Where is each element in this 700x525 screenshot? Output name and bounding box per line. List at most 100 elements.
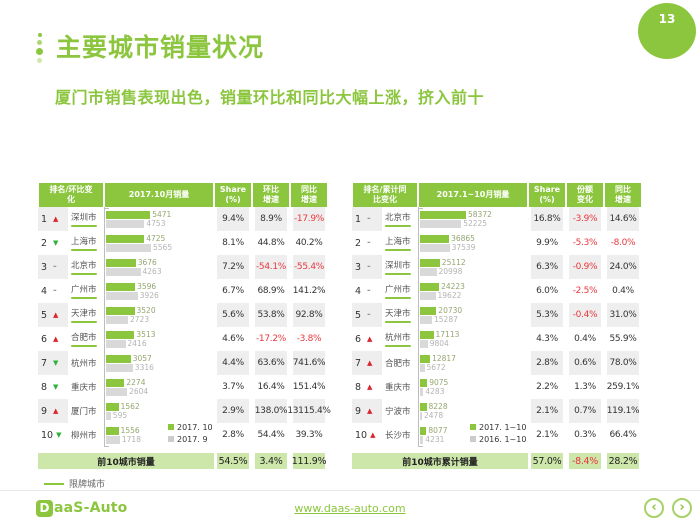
rank-cell: 6 ▲ [38, 327, 68, 351]
col4-value: 0.3% [574, 430, 596, 440]
col5-value: 78.0% [604, 351, 642, 375]
bar-previous-value: 4283 [425, 386, 445, 396]
rank-cell: 8 ▼ [38, 375, 68, 399]
city-name: 广州市 [385, 285, 411, 295]
rank-up-icon: ▲ [53, 310, 59, 319]
share-value: 7.2% [214, 255, 252, 279]
bar-previous-value: 2723 [130, 314, 150, 324]
rank-cell: 1 - [352, 207, 382, 231]
restricted-underline [71, 297, 97, 299]
slide-navigation: ‹ › [644, 498, 692, 518]
col5-value: 0.4% [612, 286, 634, 296]
rank-down-icon: ▼ [56, 430, 62, 439]
bar-current [420, 330, 434, 339]
bar-previous-value: 4753 [146, 218, 166, 228]
bar-previous-value: 3926 [139, 290, 159, 300]
col4-value: 138.0% [252, 399, 290, 423]
rank-up-icon: ▲ [367, 382, 373, 391]
col4-value: -5.3% [572, 238, 598, 248]
bar-current-value: 3057 [132, 353, 152, 363]
col4-value: 44.8% [257, 238, 285, 248]
bar-current [106, 210, 151, 219]
rank-number: 2 [355, 237, 362, 249]
bar-chart-cell: 8228 2478 [418, 399, 528, 423]
rank-number: 4 [355, 285, 362, 297]
table-row: 8 ▲ 重庆市 9075 4283 2.2% 1.3% 259.1% [352, 375, 642, 399]
restricted-underline [385, 297, 411, 299]
previous-slide-button[interactable]: ‹ [644, 498, 664, 518]
restricted-underline [385, 345, 411, 347]
city-cell: 上海市 [68, 235, 104, 251]
bar-current-value: 8228 [428, 401, 448, 411]
bar-previous [106, 435, 120, 444]
city-cell: 合肥市 [382, 357, 418, 369]
share-value: 4.3% [536, 334, 558, 344]
bar-previous [106, 267, 141, 276]
next-slide-button[interactable]: › [672, 498, 692, 518]
col4-value: 68.9% [257, 286, 285, 296]
share-value: 9.9% [536, 238, 558, 248]
bar-current [420, 354, 431, 363]
table-row: 5 ▲ 天津市 3520 2723 5.6% 53.8% 92.8% [38, 303, 328, 327]
column-header-share: Share (%) [528, 183, 566, 207]
restricted-underline [385, 273, 411, 275]
column-header-share-change: 份额 变化 [566, 183, 604, 207]
page-subtitle: 厦门市销售表现出色，销量环比和同比大幅上涨，挤入前十 [55, 88, 485, 107]
restricted-underline [385, 225, 411, 227]
rank-cell: 9 ▲ [352, 399, 382, 423]
chart-legend: 2017. 1~10 2016. 1~10 [470, 422, 526, 444]
restricted-underline [71, 273, 97, 275]
rank-down-icon: ▼ [53, 238, 59, 247]
bar-previous-value: 2478 [424, 410, 444, 420]
bar-current-value: 9075 [429, 377, 449, 387]
share-value: 6.0% [536, 286, 558, 296]
rank-cell: 8 ▲ [352, 375, 382, 399]
col4-value: 54.4% [257, 430, 285, 440]
bar-current [106, 258, 136, 267]
bar-chart-cell: 2274 2604 [104, 375, 214, 399]
bar-chart-cell: 17113 9804 [418, 327, 528, 351]
city-name: 柳州市 [71, 431, 97, 441]
column-header-yoy-growth: 同比 增速 [604, 183, 642, 207]
share-value: 4.4% [214, 351, 252, 375]
bar-current [420, 426, 427, 435]
city-name: 重庆市 [71, 383, 97, 393]
share-value: 2.2% [536, 382, 558, 392]
legend-item-current: 2017. 1~10 [470, 422, 526, 432]
legend-label: 2017. 1~10 [479, 422, 527, 432]
bar-current-value: 3596 [137, 281, 157, 291]
bar-previous [106, 243, 151, 252]
share-value: 6.7% [222, 286, 244, 296]
table-rows: 1 ▲ 深圳市 5471 4753 9.4% 8.9% -17.9% 2 ▼ 上… [38, 207, 331, 447]
col5-value: 40.2% [295, 238, 323, 248]
share-value: 9.4% [214, 207, 252, 231]
col5-value: -3.8% [296, 334, 322, 344]
share-value: 2.8% [222, 430, 244, 440]
rank-number: 8 [355, 381, 362, 393]
share-value: 8.1% [222, 238, 244, 248]
rank-unchanged-icon: - [367, 261, 371, 272]
bar-previous-value: 19622 [437, 290, 462, 300]
bar-previous [420, 267, 437, 276]
city-name: 上海市 [385, 237, 411, 247]
bar-previous-value: 1718 [121, 434, 141, 444]
legend-swatch-green-icon [470, 424, 476, 430]
page-number: 13 [658, 12, 676, 26]
bar-previous [420, 363, 425, 372]
rank-number: 1 [41, 213, 48, 225]
rank-up-icon: ▲ [367, 334, 373, 343]
rank-cell: 6 ▲ [352, 327, 382, 351]
table-row: 10 ▼ 柳州市 1556 1718 2.8% 54.4% 39.3% [38, 423, 328, 447]
restricted-underline [71, 345, 97, 347]
bar-current-value: 1562 [120, 401, 140, 411]
bar-chart-cell: 3057 3316 [104, 351, 214, 375]
bar-current [106, 282, 136, 291]
bar-current [420, 306, 437, 315]
rank-unchanged-icon: - [367, 309, 371, 320]
col5-value: 151.4% [292, 382, 326, 392]
city-name: 北京市 [71, 261, 97, 271]
bar-current-value: 58372 [468, 209, 492, 219]
column-header-sales: 2017.10月销量 [104, 183, 214, 207]
website-link[interactable]: www.daas-auto.com [294, 501, 406, 515]
bar-previous-value: 20998 [438, 266, 463, 276]
